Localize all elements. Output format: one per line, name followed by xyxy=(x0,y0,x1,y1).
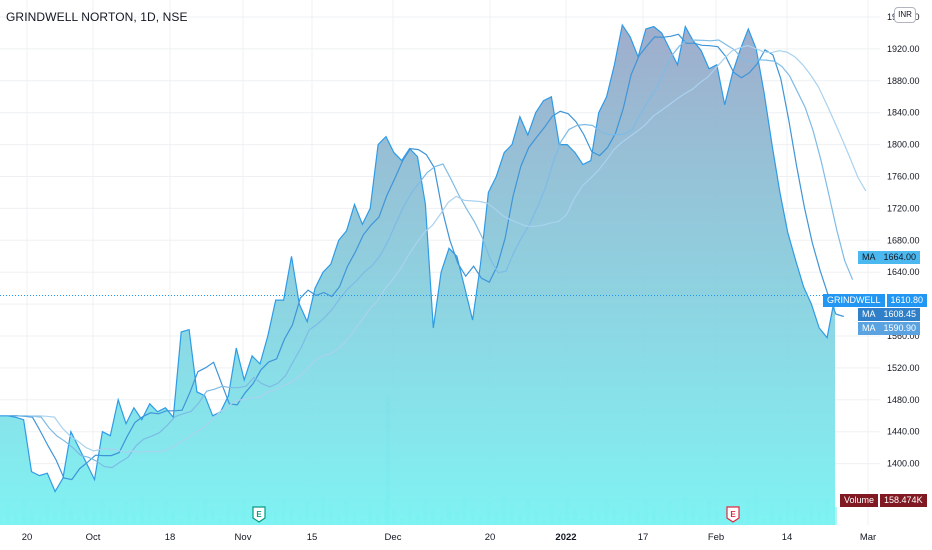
earnings-marker-shape xyxy=(726,506,740,523)
price-axis[interactable]: 1960.001920.001880.001840.001800.001760.… xyxy=(880,0,932,550)
price-tick-label: 1480.00 xyxy=(887,395,920,405)
price-tick-label: 1640.00 xyxy=(887,267,920,277)
ma-line-3 xyxy=(30,44,867,454)
ma-badge-low-label: MA xyxy=(858,322,880,335)
price-tick-label: 1520.00 xyxy=(887,363,920,373)
price-tick-label: 1760.00 xyxy=(887,172,920,182)
time-tick-label: 2022 xyxy=(555,532,576,543)
last-price-badge: GRINDWELL 1610.80 xyxy=(823,294,928,307)
chart-title: GRINDWELL NORTON, 1D, NSE xyxy=(6,10,188,24)
earnings-marker-letter: E xyxy=(256,510,262,519)
price-tick-label: 1720.00 xyxy=(887,203,920,213)
ma-line-1 xyxy=(8,33,844,481)
time-tick-label: Nov xyxy=(235,532,252,543)
earnings-marker[interactable]: E xyxy=(726,506,740,523)
volume-value: 158.474K xyxy=(880,494,927,507)
ma-badge-low-value: 1590.90 xyxy=(879,322,921,335)
price-tick-label: 1400.00 xyxy=(887,459,920,469)
earnings-marker-letter: E xyxy=(730,510,736,519)
earnings-marker[interactable]: E xyxy=(252,506,266,523)
time-tick-label: 18 xyxy=(165,532,176,543)
price-area-fill xyxy=(0,25,835,525)
ma-badge-top: MA 1664.00 xyxy=(858,251,921,264)
time-tick-label: Oct xyxy=(86,532,101,543)
earnings-marker-shape xyxy=(252,506,266,523)
last-price-label: GRINDWELL xyxy=(823,294,885,307)
last-price-value: 1610.80 xyxy=(886,294,928,307)
time-axis[interactable]: 20 Oct 18 Nov 15 Dec 20 2022 17 Feb 14 Mar xyxy=(0,525,932,550)
time-tick-label: 20 xyxy=(22,532,33,543)
currency-button[interactable]: INR xyxy=(894,7,916,23)
time-tick-label: 20 xyxy=(485,532,496,543)
ma-badge-top-value: 1664.00 xyxy=(879,251,921,264)
time-tick-label: Dec xyxy=(385,532,402,543)
price-tick-label: 1920.00 xyxy=(887,44,920,54)
time-tick-label: Feb xyxy=(708,532,724,543)
ma-badge-low: MA 1590.90 xyxy=(858,322,921,335)
ma-badge-mid: MA 1608.45 xyxy=(858,308,921,321)
price-tick-label: 1800.00 xyxy=(887,140,920,150)
price-axis-bg xyxy=(880,0,932,550)
price-area xyxy=(0,23,836,525)
time-axis-bg xyxy=(0,525,932,550)
time-tick-label: Mar xyxy=(860,532,876,543)
time-tick-label: 15 xyxy=(307,532,318,543)
price-tick-label: 1440.00 xyxy=(887,427,920,437)
volume-label: Volume xyxy=(840,494,879,507)
ma-badge-mid-value: 1608.45 xyxy=(879,308,921,321)
ma-line-2 xyxy=(17,39,854,469)
price-tick-label: 1560.00 xyxy=(887,331,920,341)
price-tick-label: 1880.00 xyxy=(887,76,920,86)
ma-badge-mid-label: MA xyxy=(858,308,880,321)
price-tick-label: 1840.00 xyxy=(887,108,920,118)
volume-badge: Volume 158.474K xyxy=(840,494,927,507)
ma-badge-top-label: MA xyxy=(858,251,880,264)
moving-averages xyxy=(8,33,867,481)
price-tick-label: 1680.00 xyxy=(887,235,920,245)
time-tick-label: 14 xyxy=(782,532,793,543)
time-tick-label: 17 xyxy=(638,532,649,543)
